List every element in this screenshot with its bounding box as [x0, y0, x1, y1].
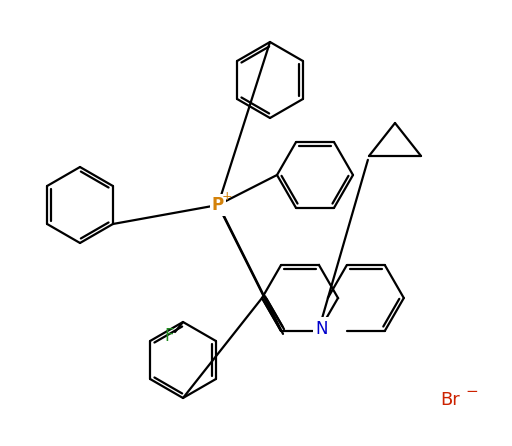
- Text: F: F: [164, 327, 174, 345]
- Text: P: P: [212, 196, 224, 214]
- Text: +: +: [222, 190, 232, 203]
- Text: N: N: [316, 320, 328, 338]
- Text: −: −: [465, 384, 478, 400]
- Text: Br: Br: [440, 391, 460, 409]
